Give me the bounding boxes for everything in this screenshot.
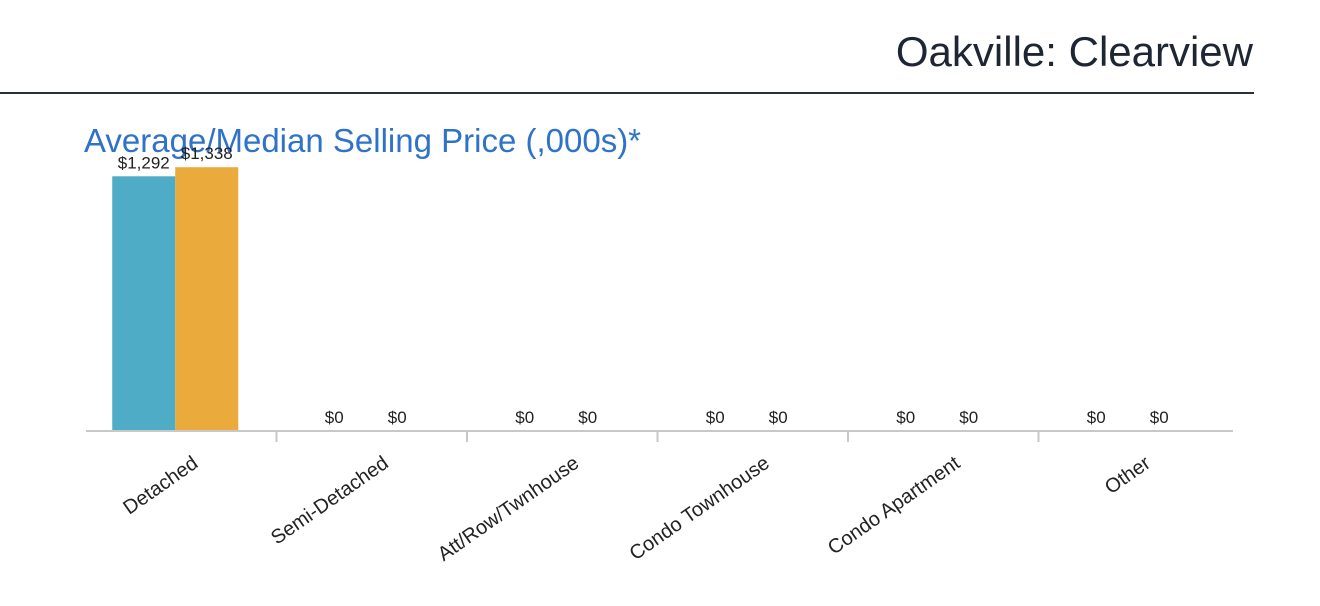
chart-title: Average/Median Selling Price (,000s)* [84,122,642,159]
value-label: $0 [896,408,915,427]
bar-detached-s1 [112,176,176,431]
category-labels-group: Detached Semi-Detached Att/Row/Twnhouse Con… [119,452,1155,566]
bars-group [112,167,239,432]
value-label: $0 [1150,408,1169,427]
value-label: $0 [388,408,407,427]
page-title: Oakville: Clearview [895,28,1253,75]
category-label: Other [1101,452,1155,499]
value-label: $0 [1087,408,1106,427]
title-divider [0,92,1254,94]
value-label: $1,338 [181,144,233,163]
value-label: $0 [706,408,725,427]
bar-detached-s2 [175,167,239,432]
category-label: Detached [119,452,202,519]
value-label: $0 [769,408,788,427]
category-label: Semi-Detached [267,452,393,549]
value-label: $0 [578,408,597,427]
value-label: $1,292 [118,153,170,172]
value-label: $0 [325,408,344,427]
value-label: $0 [515,408,534,427]
value-labels-group: $1,292 $1,338 $0 $0 $0 $0 $0 $0 $0 $0 $0 $0 [118,144,1169,427]
category-label: Att/Row/Twnhouse [434,452,583,566]
value-label: $0 [959,408,978,427]
category-label: Condo Apartment [824,452,964,560]
x-axis [86,430,1233,442]
category-label: Condo Townhouse [626,452,774,565]
